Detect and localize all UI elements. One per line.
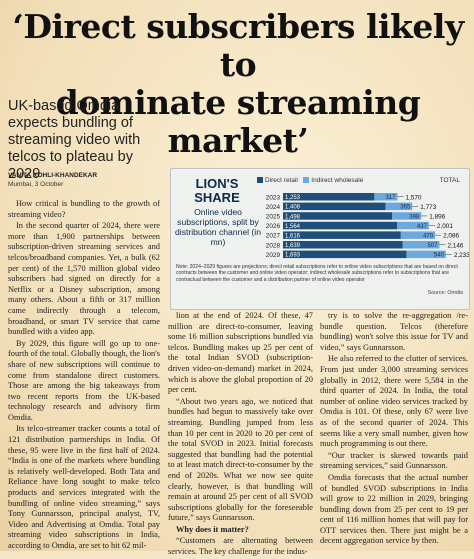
indirect-value-label: 317 [385,195,396,201]
paragraph: In the second quarter of 2024, there wer… [8,221,160,337]
total-value-label: 1,773 [420,204,436,211]
total-value-label: 1,896 [429,214,445,221]
legend-direct: Direct retail [265,177,298,184]
paragraph: How critical is bundling to the growth o… [8,199,160,219]
deck: UK-based Omdia expects bundling of strea… [8,98,141,182]
year-label: 2024 [266,204,281,211]
bar-direct [283,212,393,220]
indirect-value-label: 398 [409,214,420,220]
stacked-bar-chart: 2023 1,253 317 1,570 2024 1,408 365 1,773 2025 1,… [266,193,469,259]
direct-value-label: 1,616 [285,234,301,240]
bar-direct [283,250,407,259]
direct-value-label: 1,564 [285,224,301,230]
headline-line-1: ‘Direct subscribers likely to [12,7,464,84]
indirect-value-label: 437 [417,224,428,230]
bar-indirect [392,212,422,220]
bar-indirect [385,202,413,211]
total-value-label: 1,570 [405,194,421,201]
bar-direct [283,241,403,249]
subheading: Why does it matter? [176,524,249,534]
byline: VANITA KOHLI-KHANDEKAR [8,172,98,179]
legend-swatch-indirect [303,177,310,184]
indirect-value-label: 365 [400,205,411,211]
year-label: 2023 [266,194,281,201]
bar-direct [283,221,398,230]
paragraph: try is to solve the re-aggregation /re-b… [320,311,468,352]
paragraph: He also referred to the clutter of servi… [320,354,468,449]
indirect-value-label: 540 [434,253,445,259]
direct-value-label: 1,693 [285,253,301,259]
paragraph: By 2029, this figure will go up to one-f… [8,338,161,422]
year-label: 2026 [266,223,281,230]
paragraph: Omdia forecasts that the actual number o… [320,472,468,546]
dateline: Mumbai, 3 October [8,181,64,188]
paragraph: lion at the end of 2024. Of these, 47 mi… [168,311,313,395]
bar-indirect [397,221,429,230]
direct-value-label: 1,498 [285,214,301,220]
year-label: 2027 [266,233,281,240]
column-3: try is to solve the re-aggregation /re-b… [320,311,468,548]
bar-indirect [374,193,398,201]
paragraph: “Customers are alternating between servi… [168,536,313,557]
total-value-label: 2,233 [454,252,469,259]
legend-swatch-direct [257,177,263,184]
year-label: 2029 [266,252,281,259]
legend-indirect: Indirect wholesale [311,177,364,184]
infographic-title: LION'S SHARE [194,176,240,205]
direct-value-label: 1,408 [285,205,301,211]
legend-total: TOTAL [439,177,460,184]
column-2: lion at the end of 2024. Of these, 47 mi… [168,311,313,559]
paragraph: “About two years ago, we noticed that bu… [168,396,313,523]
bar-indirect [400,231,436,239]
headline: ‘Direct subscribers likely to dominate s… [10,8,466,160]
infographic-subtitle: Online video subscriptions, split by dis… [175,207,261,247]
direct-value-label: 1,253 [285,195,301,201]
year-label: 2025 [266,214,281,221]
headline-line-2: dominate streaming market’ [55,83,421,160]
chart-legend: Direct retail Indirect wholesale TOTAL [257,177,462,189]
infographic: LION'S SHARE Online video subscriptions,… [170,168,470,310]
indirect-value-label: 507 [427,243,438,249]
bar-indirect [402,241,440,249]
paragraph: Its telco-streamer tracker counts a tota… [8,424,160,550]
chart-note: Note: 2024–2029 figures are projections;… [176,264,458,283]
total-value-label: 2,146 [447,242,463,249]
total-value-label: 2,001 [437,223,453,230]
direct-value-label: 1,639 [285,243,301,249]
column-1: How critical is bundling to the growth o… [8,199,160,553]
bar-direct [283,231,401,239]
year-label: 2028 [266,242,281,249]
bar-indirect [406,250,446,259]
bar-direct [283,202,386,211]
paragraph: “Our tracker is skewed towards paid stre… [320,450,468,471]
bar-direct [283,193,375,201]
total-value-label: 2,086 [443,233,459,240]
chart-source: Source: Omdia [427,290,463,296]
indirect-value-label: 470 [423,234,434,240]
